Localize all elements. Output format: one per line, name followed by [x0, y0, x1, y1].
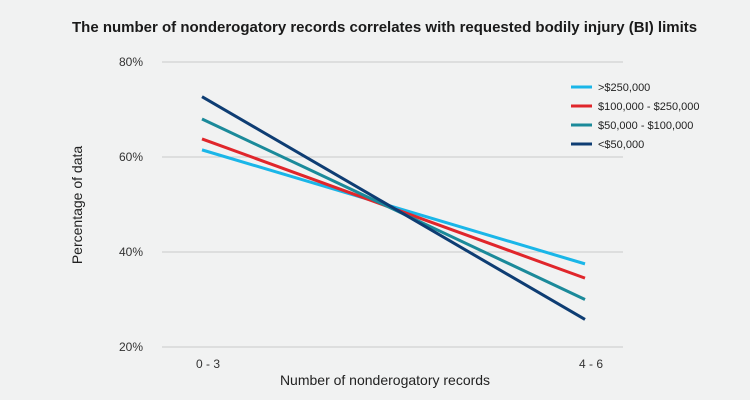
chart-title: The number of nonderogatory records corr…	[72, 19, 698, 36]
y-tick-label: 60%	[119, 150, 143, 164]
y-tick-label: 40%	[119, 245, 143, 259]
x-tick-label: 4 - 6	[579, 357, 603, 371]
series-lines	[201, 95, 586, 321]
series-line	[201, 95, 586, 321]
x-axis-ticks: 0 - 3 4 - 6	[196, 357, 603, 371]
legend-label: $50,000 - $100,000	[598, 120, 693, 132]
y-tick-label: 20%	[119, 340, 143, 354]
y-axis-label: Percentage of data	[69, 146, 85, 265]
y-axis-ticks: 20% 40% 60% 80%	[119, 55, 143, 354]
x-tick-label: 0 - 3	[196, 357, 220, 371]
legend-label: >$250,000	[598, 82, 650, 94]
x-axis-label: Number of nonderogatory records	[280, 372, 490, 388]
legend-label: <$50,000	[598, 139, 644, 151]
gridlines	[162, 61, 623, 348]
legend-label: $100,000 - $250,000	[598, 101, 700, 113]
legend: >$250,000 $100,000 - $250,000 $50,000 - $1…	[571, 82, 700, 151]
y-tick-label: 80%	[119, 55, 143, 69]
